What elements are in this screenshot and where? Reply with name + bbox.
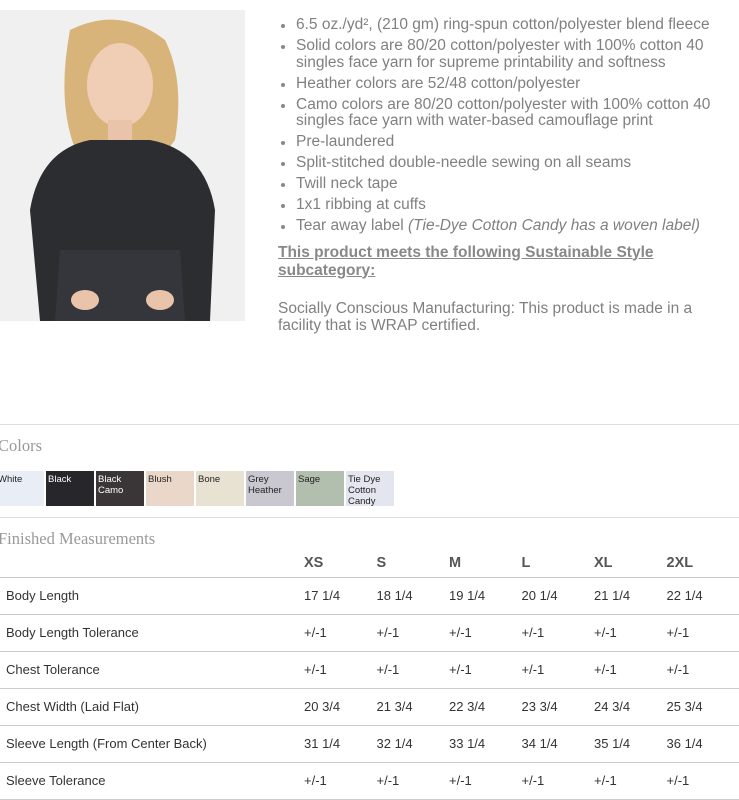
measurement-cell: +/-1 [377, 762, 450, 799]
measurement-cell: +/-1 [667, 614, 739, 651]
color-swatch[interactable]: Black [46, 471, 94, 506]
measurement-cell: 32 1/4 [377, 725, 450, 762]
divider [0, 424, 739, 425]
measurement-cell: 33 1/4 [449, 725, 522, 762]
measurement-cell: +/-1 [522, 651, 595, 688]
row-label: Sleeve Length (From Center Back) [0, 725, 304, 762]
size-header: M [449, 550, 522, 577]
color-swatch[interactable]: Black Camo [96, 471, 144, 506]
measurements-title: Finished Measurements [0, 529, 155, 549]
feature-text: Tear away label [296, 217, 408, 234]
size-header: XS [304, 550, 377, 577]
measurement-cell: 21 1/4 [594, 577, 667, 614]
product-image [0, 10, 245, 321]
feature-item: 6.5 oz./yd², (210 gm) ring-spun cotton/p… [278, 17, 718, 34]
row-label: Chest Tolerance [0, 651, 304, 688]
measurement-cell: +/-1 [377, 651, 450, 688]
color-swatch[interactable]: Grey Heather [246, 471, 294, 506]
row-label: Sleeve Tolerance [0, 762, 304, 799]
size-header: XL [594, 550, 667, 577]
sustainable-body: Socially Conscious Manufacturing: This p… [278, 300, 718, 335]
row-label: Body Length [0, 577, 304, 614]
measurement-cell: +/-1 [449, 651, 522, 688]
header-blank [0, 550, 304, 577]
size-header: 2XL [667, 550, 739, 577]
feature-item: Twill neck tape [278, 176, 718, 193]
color-swatch[interactable]: Bone [196, 471, 244, 506]
measurement-cell: 24 3/4 [594, 688, 667, 725]
measurement-cell: +/-1 [304, 762, 377, 799]
feature-item: 1x1 ribbing at cuffs [278, 197, 718, 214]
color-swatch[interactable]: Tie Dye Cotton Candy [346, 471, 394, 506]
measurement-cell: +/-1 [304, 614, 377, 651]
feature-item: Heather colors are 52/48 cotton/polyeste… [278, 76, 718, 93]
measurement-cell: +/-1 [449, 614, 522, 651]
color-swatch[interactable]: Blush [146, 471, 194, 506]
colors-title: Colors [0, 436, 42, 456]
size-header: S [377, 550, 450, 577]
table-row: Sleeve Tolerance+/-1+/-1+/-1+/-1+/-1+/-1 [0, 762, 739, 799]
measurement-cell: +/-1 [667, 762, 739, 799]
measurement-cell: 21 3/4 [377, 688, 450, 725]
measurement-cell: +/-1 [304, 651, 377, 688]
feature-list: 6.5 oz./yd², (210 gm) ring-spun cotton/p… [278, 17, 718, 335]
feature-item: Pre-laundered [278, 134, 718, 151]
measurement-cell: 22 1/4 [667, 577, 739, 614]
measurement-cell: 34 1/4 [522, 725, 595, 762]
divider [0, 517, 739, 518]
measurement-cell: 17 1/4 [304, 577, 377, 614]
measurement-cell: 31 1/4 [304, 725, 377, 762]
size-header: L [522, 550, 595, 577]
measurement-cell: 23 3/4 [522, 688, 595, 725]
measurement-cell: 20 1/4 [522, 577, 595, 614]
table-row: Chest Tolerance+/-1+/-1+/-1+/-1+/-1+/-1 [0, 651, 739, 688]
measurement-cell: +/-1 [594, 614, 667, 651]
feature-item: Camo colors are 80/20 cotton/polyester w… [278, 97, 718, 130]
measurement-cell: 36 1/4 [667, 725, 739, 762]
measurement-cell: +/-1 [377, 614, 450, 651]
measurement-cell: +/-1 [594, 762, 667, 799]
color-swatch[interactable]: White [0, 471, 44, 506]
sustainable-heading[interactable]: This product meets the following Sustain… [278, 244, 718, 280]
measurement-cell: 25 3/4 [667, 688, 739, 725]
measurement-cell: +/-1 [522, 762, 595, 799]
measurement-cell: 20 3/4 [304, 688, 377, 725]
feature-item: Split-stitched double-needle sewing on a… [278, 155, 718, 172]
measurement-cell: +/-1 [667, 651, 739, 688]
measurement-cell: 35 1/4 [594, 725, 667, 762]
measurement-cell: 19 1/4 [449, 577, 522, 614]
table-row: Body Length Tolerance+/-1+/-1+/-1+/-1+/-… [0, 614, 739, 651]
measurement-cell: +/-1 [594, 651, 667, 688]
row-label: Chest Width (Laid Flat) [0, 688, 304, 725]
row-label: Body Length Tolerance [0, 614, 304, 651]
measurement-cell: +/-1 [522, 614, 595, 651]
measurement-cell: 18 1/4 [377, 577, 450, 614]
feature-item: Solid colors are 80/20 cotton/polyester … [278, 38, 718, 71]
feature-note: (Tie-Dye Cotton Candy has a woven label) [408, 217, 700, 234]
measurement-cell: 22 3/4 [449, 688, 522, 725]
color-swatch[interactable]: Sage [296, 471, 344, 506]
measurement-cell: +/-1 [449, 762, 522, 799]
feature-item: Tear away label (Tie-Dye Cotton Candy ha… [278, 218, 718, 235]
